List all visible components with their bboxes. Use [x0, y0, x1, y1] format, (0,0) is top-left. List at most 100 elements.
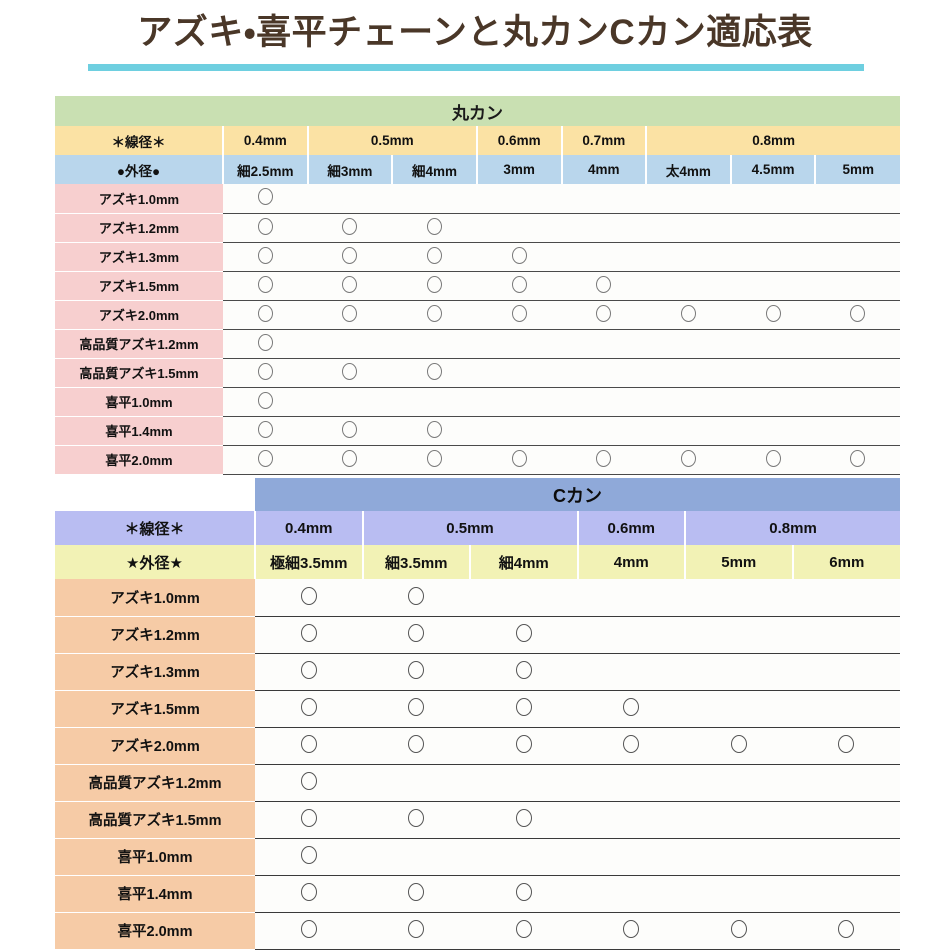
marukan-cell-r7-c0: [223, 387, 308, 417]
marukan-cell-r1-c4: [561, 213, 647, 243]
compatible-mark-icon: [300, 883, 317, 901]
table-row: アズキ2.0mm: [55, 300, 901, 330]
marukan-cell-r2-c1: [307, 242, 393, 272]
compatible-mark-icon: [342, 420, 358, 438]
ckan-cell-r1-c1: [362, 616, 470, 654]
compatible-mark-icon: [511, 449, 527, 467]
ckan-row-label-9: 喜平2.0mm: [55, 912, 255, 950]
marukan-row-label-6: 高品質アズキ1.5mm: [55, 358, 223, 388]
ckan-cell-r2-c3: [577, 653, 685, 691]
marukan-cell-r1-c1: [307, 213, 393, 243]
table-row: 喜平1.4mm: [55, 875, 901, 913]
ckan-row-label-8: 喜平1.4mm: [55, 875, 255, 913]
marukan-cell-r8-c2: [392, 416, 477, 446]
ckan-cell-r8-c5: [792, 875, 901, 913]
marukan-wire-label: ＊線径＊: [55, 126, 224, 155]
marukan-cell-r3-c6: [730, 271, 816, 301]
table-row: アズキ1.2mm: [55, 616, 901, 654]
compatible-mark-icon: [511, 246, 527, 264]
marukan-cell-r2-c7: [815, 242, 901, 272]
marukan-cell-r6-c4: [561, 358, 647, 388]
marukan-cell-r7-c4: [561, 387, 647, 417]
compatible-mark-icon: [408, 883, 425, 901]
table-row: アズキ1.5mm: [55, 690, 901, 728]
marukan-cell-r3-c4: [561, 271, 647, 301]
compatible-mark-icon: [765, 304, 781, 322]
ckan-cell-r7-c4: [685, 838, 793, 876]
ckan-column-3: 4mm: [577, 545, 686, 579]
ckan-cell-r6-c4: [685, 801, 793, 839]
compatible-mark-icon: [623, 920, 640, 938]
ckan-column-4: 5mm: [685, 545, 794, 579]
ckan-row-label-0: アズキ1.0mm: [55, 579, 255, 617]
marukan-cell-r6-c1: [307, 358, 393, 388]
compatible-mark-icon: [300, 809, 317, 827]
marukan-cell-r1-c6: [730, 213, 816, 243]
marukan-cell-r4-c0: [223, 300, 308, 330]
marukan-cell-r3-c5: [646, 271, 731, 301]
ckan-cell-r8-c3: [577, 875, 685, 913]
marukan-cell-r9-c6: [730, 445, 816, 475]
marukan-cell-r9-c1: [307, 445, 393, 475]
marukan-cell-r6-c3: [476, 358, 562, 388]
table-row: 喜平2.0mm: [55, 912, 901, 950]
page-title: アズキ・喜平チェーンと丸カンCカン適応表: [137, 13, 813, 52]
marukan-wire-group-3: 0.7mm: [561, 126, 648, 155]
compatible-mark-icon: [596, 275, 612, 293]
table-row: アズキ1.3mm: [55, 653, 901, 691]
marukan-cell-r5-c5: [646, 329, 731, 359]
marukan-cell-r4-c1: [307, 300, 393, 330]
marukan-cell-r5-c3: [476, 329, 562, 359]
marukan-cell-r0-c4: [561, 184, 647, 214]
compatible-mark-icon: [623, 735, 640, 753]
marukan-cell-r8-c0: [223, 416, 308, 446]
marukan-cell-r3-c0: [223, 271, 308, 301]
ckan-outer-diameter-row: ★外径★ 極細3.5mm 細3.5mm 細4mm 4mm 5mm 6mm: [55, 545, 901, 579]
ckan-wire-group-3: 0.8mm: [685, 511, 901, 545]
ckan-cell-r4-c2: [470, 727, 578, 765]
ckan-cell-r6-c1: [362, 801, 470, 839]
ckan-cell-r6-c2: [470, 801, 578, 839]
ckan-cell-r0-c1: [362, 579, 470, 617]
page-title-container: アズキ・喜平チェーンと丸カンCカン適応表: [0, 12, 950, 58]
marukan-column-0: 細2.5mm: [223, 155, 309, 184]
ckan-cell-r7-c2: [470, 838, 578, 876]
ckan-cell-r4-c1: [362, 727, 470, 765]
compatible-mark-icon: [623, 698, 640, 716]
compatible-mark-icon: [300, 661, 317, 679]
ckan-column-2: 細4mm: [470, 545, 579, 579]
compatible-mark-icon: [730, 735, 747, 753]
table-row: 高品質アズキ1.2mm: [55, 329, 901, 359]
ckan-cell-r4-c0: [255, 727, 363, 765]
compatible-mark-icon: [257, 333, 273, 351]
compatible-mark-icon: [257, 304, 273, 322]
marukan-row-label-7: 喜平1.0mm: [55, 387, 223, 417]
compatible-mark-icon: [427, 246, 443, 264]
ckan-band-title: Cカン: [255, 478, 901, 511]
ckan-band-spacer: [55, 478, 255, 511]
marukan-cell-r5-c0: [223, 329, 308, 359]
table-row: アズキ2.0mm: [55, 727, 901, 765]
ckan-cell-r7-c0: [255, 838, 363, 876]
marukan-band-row: 丸カン: [55, 96, 901, 126]
table-row: アズキ1.0mm: [55, 184, 901, 214]
marukan-outer-diameter-row: ●外径● 細2.5mm 細3mm 細4mm 3mm 4mm 太4mm 4.5mm 5mm: [55, 155, 901, 184]
table-row: 高品質アズキ1.5mm: [55, 801, 901, 839]
marukan-cell-r7-c6: [730, 387, 816, 417]
compatible-mark-icon: [257, 420, 273, 438]
title-underline: [88, 64, 864, 71]
ckan-column-5: 6mm: [792, 545, 901, 579]
ckan-cell-r2-c4: [685, 653, 793, 691]
marukan-cell-r2-c5: [646, 242, 731, 272]
marukan-cell-r2-c2: [392, 242, 477, 272]
compatible-mark-icon: [300, 698, 317, 716]
ckan-cell-r3-c0: [255, 690, 363, 728]
marukan-table-header: 丸カン ＊線径＊ 0.4mm 0.5mm 0.6mm 0.7mm 0.8mm ●外径● 細2…: [55, 96, 901, 184]
marukan-compatibility-table: 丸カン ＊線径＊ 0.4mm 0.5mm 0.6mm 0.7mm 0.8mm ●外径● 細2…: [55, 96, 901, 475]
compatible-mark-icon: [515, 661, 532, 679]
ckan-wire-diameter-row: ＊線径＊ 0.4mm 0.5mm 0.6mm 0.8mm: [55, 511, 901, 545]
compatible-mark-icon: [342, 304, 358, 322]
marukan-cell-r8-c4: [561, 416, 647, 446]
ckan-cell-r8-c0: [255, 875, 363, 913]
compatible-mark-icon: [427, 420, 443, 438]
